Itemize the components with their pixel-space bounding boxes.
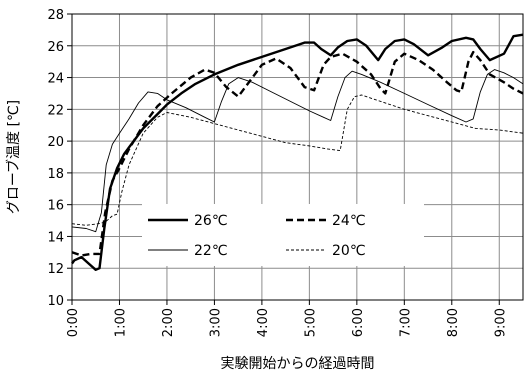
y-tick-label-4: 18 [47, 167, 64, 182]
x-tick-label-6: 6:00 [351, 308, 366, 337]
x-tick-label-3: 3:00 [208, 308, 223, 337]
legend: 26℃ 24℃ 22℃ 20℃ [142, 204, 424, 266]
series-group [71, 33, 524, 271]
x-tick-label-5: 5:00 [303, 308, 318, 337]
x-tick-label-8: 8:00 [446, 308, 461, 337]
legend-label-0: 26℃ [194, 213, 228, 229]
x-tick-label-1: 1:00 [113, 308, 128, 337]
y-axis-title: グローブ温度 [℃] [5, 100, 22, 214]
y-tick-label-7: 24 [47, 72, 64, 87]
legend-label-2: 22℃ [194, 243, 228, 259]
series-line-3 [71, 94, 524, 226]
plot-frame [71, 13, 524, 301]
y-tick-label-5: 20 [47, 135, 64, 150]
x-tick-label-4: 4:00 [256, 308, 271, 337]
legend-label-3: 20℃ [332, 243, 366, 259]
legend-background [142, 204, 424, 266]
x-tick-label-2: 2:00 [161, 308, 176, 337]
y-tick-labels: 10 12 14 16 18 20 22 24 26 28 [47, 8, 72, 309]
y-tick-label-0: 10 [47, 294, 64, 309]
y-tick-label-3: 16 [47, 199, 64, 214]
y-tick-label-2: 14 [47, 230, 64, 245]
x-axis-title: 実験開始からの経過時間 [221, 356, 375, 372]
y-tick-label-8: 26 [47, 40, 64, 55]
x-tick-labels: 0:00 1:00 2:00 3:00 4:00 5:00 6:00 7:00 8:00 9:00 [66, 300, 508, 337]
y-tick-label-1: 12 [47, 262, 64, 277]
y-tick-label-6: 22 [47, 103, 64, 118]
y-tick-label-9: 28 [47, 8, 64, 23]
legend-label-1: 24℃ [332, 213, 366, 229]
x-tick-label-0: 0:00 [66, 308, 81, 337]
series-line-1 [71, 50, 524, 257]
x-tick-label-9: 9:00 [493, 308, 508, 337]
x-tick-label-7: 7:00 [398, 308, 413, 337]
series-line-2 [71, 69, 524, 233]
